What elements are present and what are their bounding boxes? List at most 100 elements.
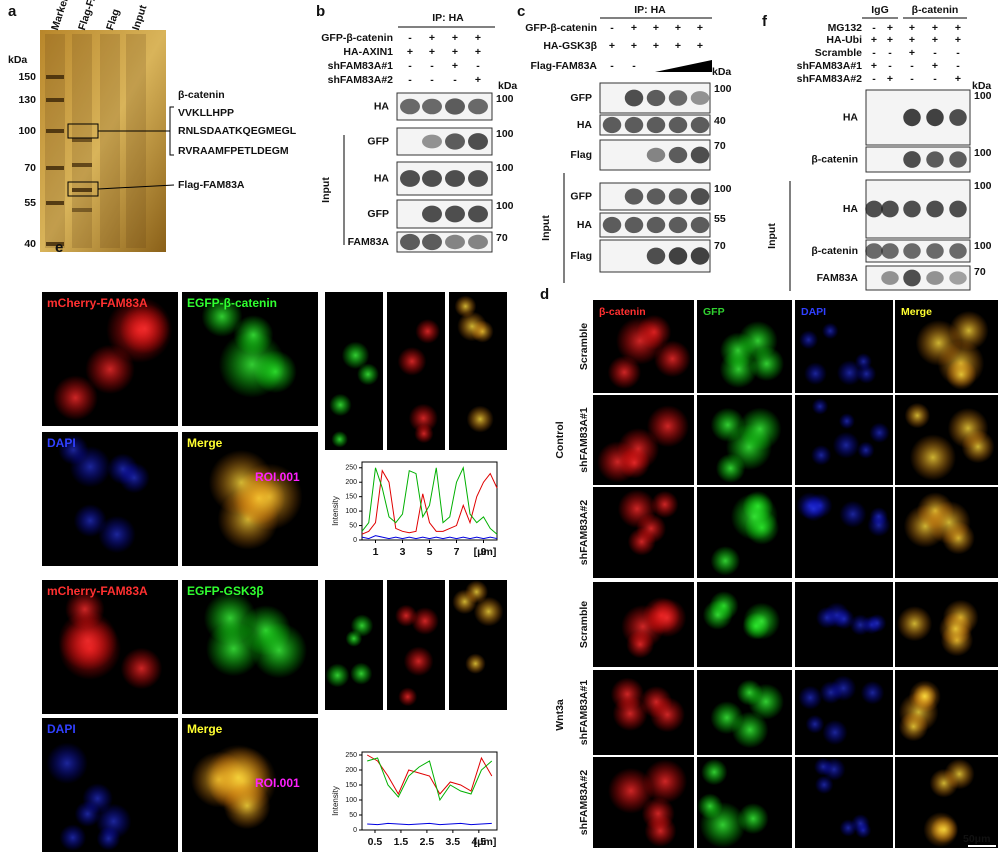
gel-band — [72, 138, 92, 142]
sign: + — [697, 40, 703, 52]
connector — [98, 106, 174, 156]
cell-signal — [799, 330, 819, 350]
cell-signal — [909, 434, 957, 481]
blot-band — [422, 98, 442, 115]
blot-band — [646, 147, 666, 163]
y-tick-label: 50 — [349, 812, 357, 819]
label: Wnt3a — [554, 699, 566, 731]
blot-band — [690, 247, 710, 265]
condition-label: shFAM83A#2 — [797, 73, 863, 85]
blot-label: HA — [577, 219, 593, 231]
sign: - — [910, 73, 914, 85]
blot-band — [624, 116, 644, 134]
marker-label: 100 — [714, 183, 732, 195]
blot-band — [445, 170, 465, 187]
blot-band — [926, 108, 944, 127]
cell-signal — [69, 446, 111, 488]
cell-signal — [457, 311, 488, 342]
cell-signal — [59, 824, 87, 851]
cell-signal — [251, 622, 308, 679]
sign: + — [909, 47, 915, 59]
x-tick-label: 3.5 — [446, 836, 461, 848]
cell-signal — [851, 814, 870, 833]
blot-band — [468, 98, 488, 115]
sign: + — [955, 73, 961, 85]
x-tick-label: 2.5 — [420, 836, 435, 848]
blot-band — [949, 243, 967, 259]
sign: - — [408, 32, 412, 44]
y-tick-label: 250 — [345, 752, 357, 759]
panel-label: d — [540, 286, 549, 303]
lane — [45, 34, 65, 248]
blot-band — [646, 188, 666, 205]
sign: - — [888, 60, 892, 72]
sign: - — [408, 74, 412, 86]
cell-signal — [98, 515, 136, 554]
cell-signal — [452, 589, 478, 615]
cell-signal — [833, 608, 855, 630]
label: Control — [554, 421, 566, 458]
blot-band — [926, 151, 944, 168]
sign: - — [453, 74, 457, 86]
sign: - — [888, 47, 892, 59]
cell-signal — [651, 490, 679, 519]
cell-signal — [836, 360, 863, 386]
cell-signal — [915, 319, 962, 367]
unit-label: kDa — [498, 80, 517, 92]
blot-label: Flag — [570, 149, 592, 161]
cell-signal — [938, 612, 973, 646]
cell-signal — [898, 711, 929, 742]
ladder-band — [46, 98, 64, 102]
panel-label: f — [762, 13, 768, 30]
label: Input — [766, 223, 778, 249]
sign: - — [610, 22, 614, 34]
unit-label: kDa — [712, 66, 731, 78]
label: Intensity — [331, 786, 340, 816]
x-tick-label: 4.5 — [472, 836, 487, 848]
condition-label: Scramble — [815, 47, 862, 59]
blot-band — [949, 109, 967, 126]
blot-band — [668, 188, 688, 205]
cell-signal — [857, 441, 875, 459]
cell-signal — [325, 663, 350, 688]
label: Intensity — [331, 496, 340, 526]
x-tick-label: 1 — [373, 546, 379, 558]
cell-signal — [908, 680, 941, 713]
marker-label: 100 — [496, 162, 514, 174]
lane-label: Marker — [49, 0, 71, 32]
blot-band — [926, 200, 944, 218]
blot-band — [926, 243, 944, 259]
marker-label: 100 — [974, 180, 992, 192]
marker-label: 100 — [974, 147, 992, 159]
panel-label: a — [8, 3, 17, 20]
blot-band — [624, 89, 644, 107]
peptide-label: RNLSDAATKQEGMEGL — [178, 125, 297, 137]
sign: - — [872, 73, 876, 85]
cell-signal — [798, 685, 823, 710]
blot-band — [881, 271, 899, 285]
ip-label: IP: HA — [634, 4, 666, 16]
sign: - — [933, 47, 937, 59]
sign: + — [653, 40, 659, 52]
blot-band — [903, 269, 921, 287]
group-label: β-catenin — [912, 4, 959, 16]
cell-signal — [867, 613, 887, 633]
cell-signal — [641, 797, 675, 831]
blot-band — [949, 200, 967, 218]
x-tick-label: 1.5 — [394, 836, 409, 848]
sign: + — [407, 46, 413, 58]
label: shFAM83A#1 — [578, 407, 590, 473]
cell-signal — [616, 317, 664, 365]
lane — [126, 34, 146, 248]
sign: - — [430, 74, 434, 86]
cell-signal — [653, 340, 691, 378]
blot-band — [646, 247, 666, 265]
cell-signal — [331, 431, 348, 448]
cell-signal — [839, 500, 867, 528]
cell-signal — [869, 422, 890, 444]
blot-band — [445, 133, 465, 150]
roi-label: ROI.001 — [255, 776, 300, 790]
blot-label: GFP — [367, 208, 389, 220]
cell-signal — [411, 607, 439, 635]
sign: + — [429, 32, 435, 44]
